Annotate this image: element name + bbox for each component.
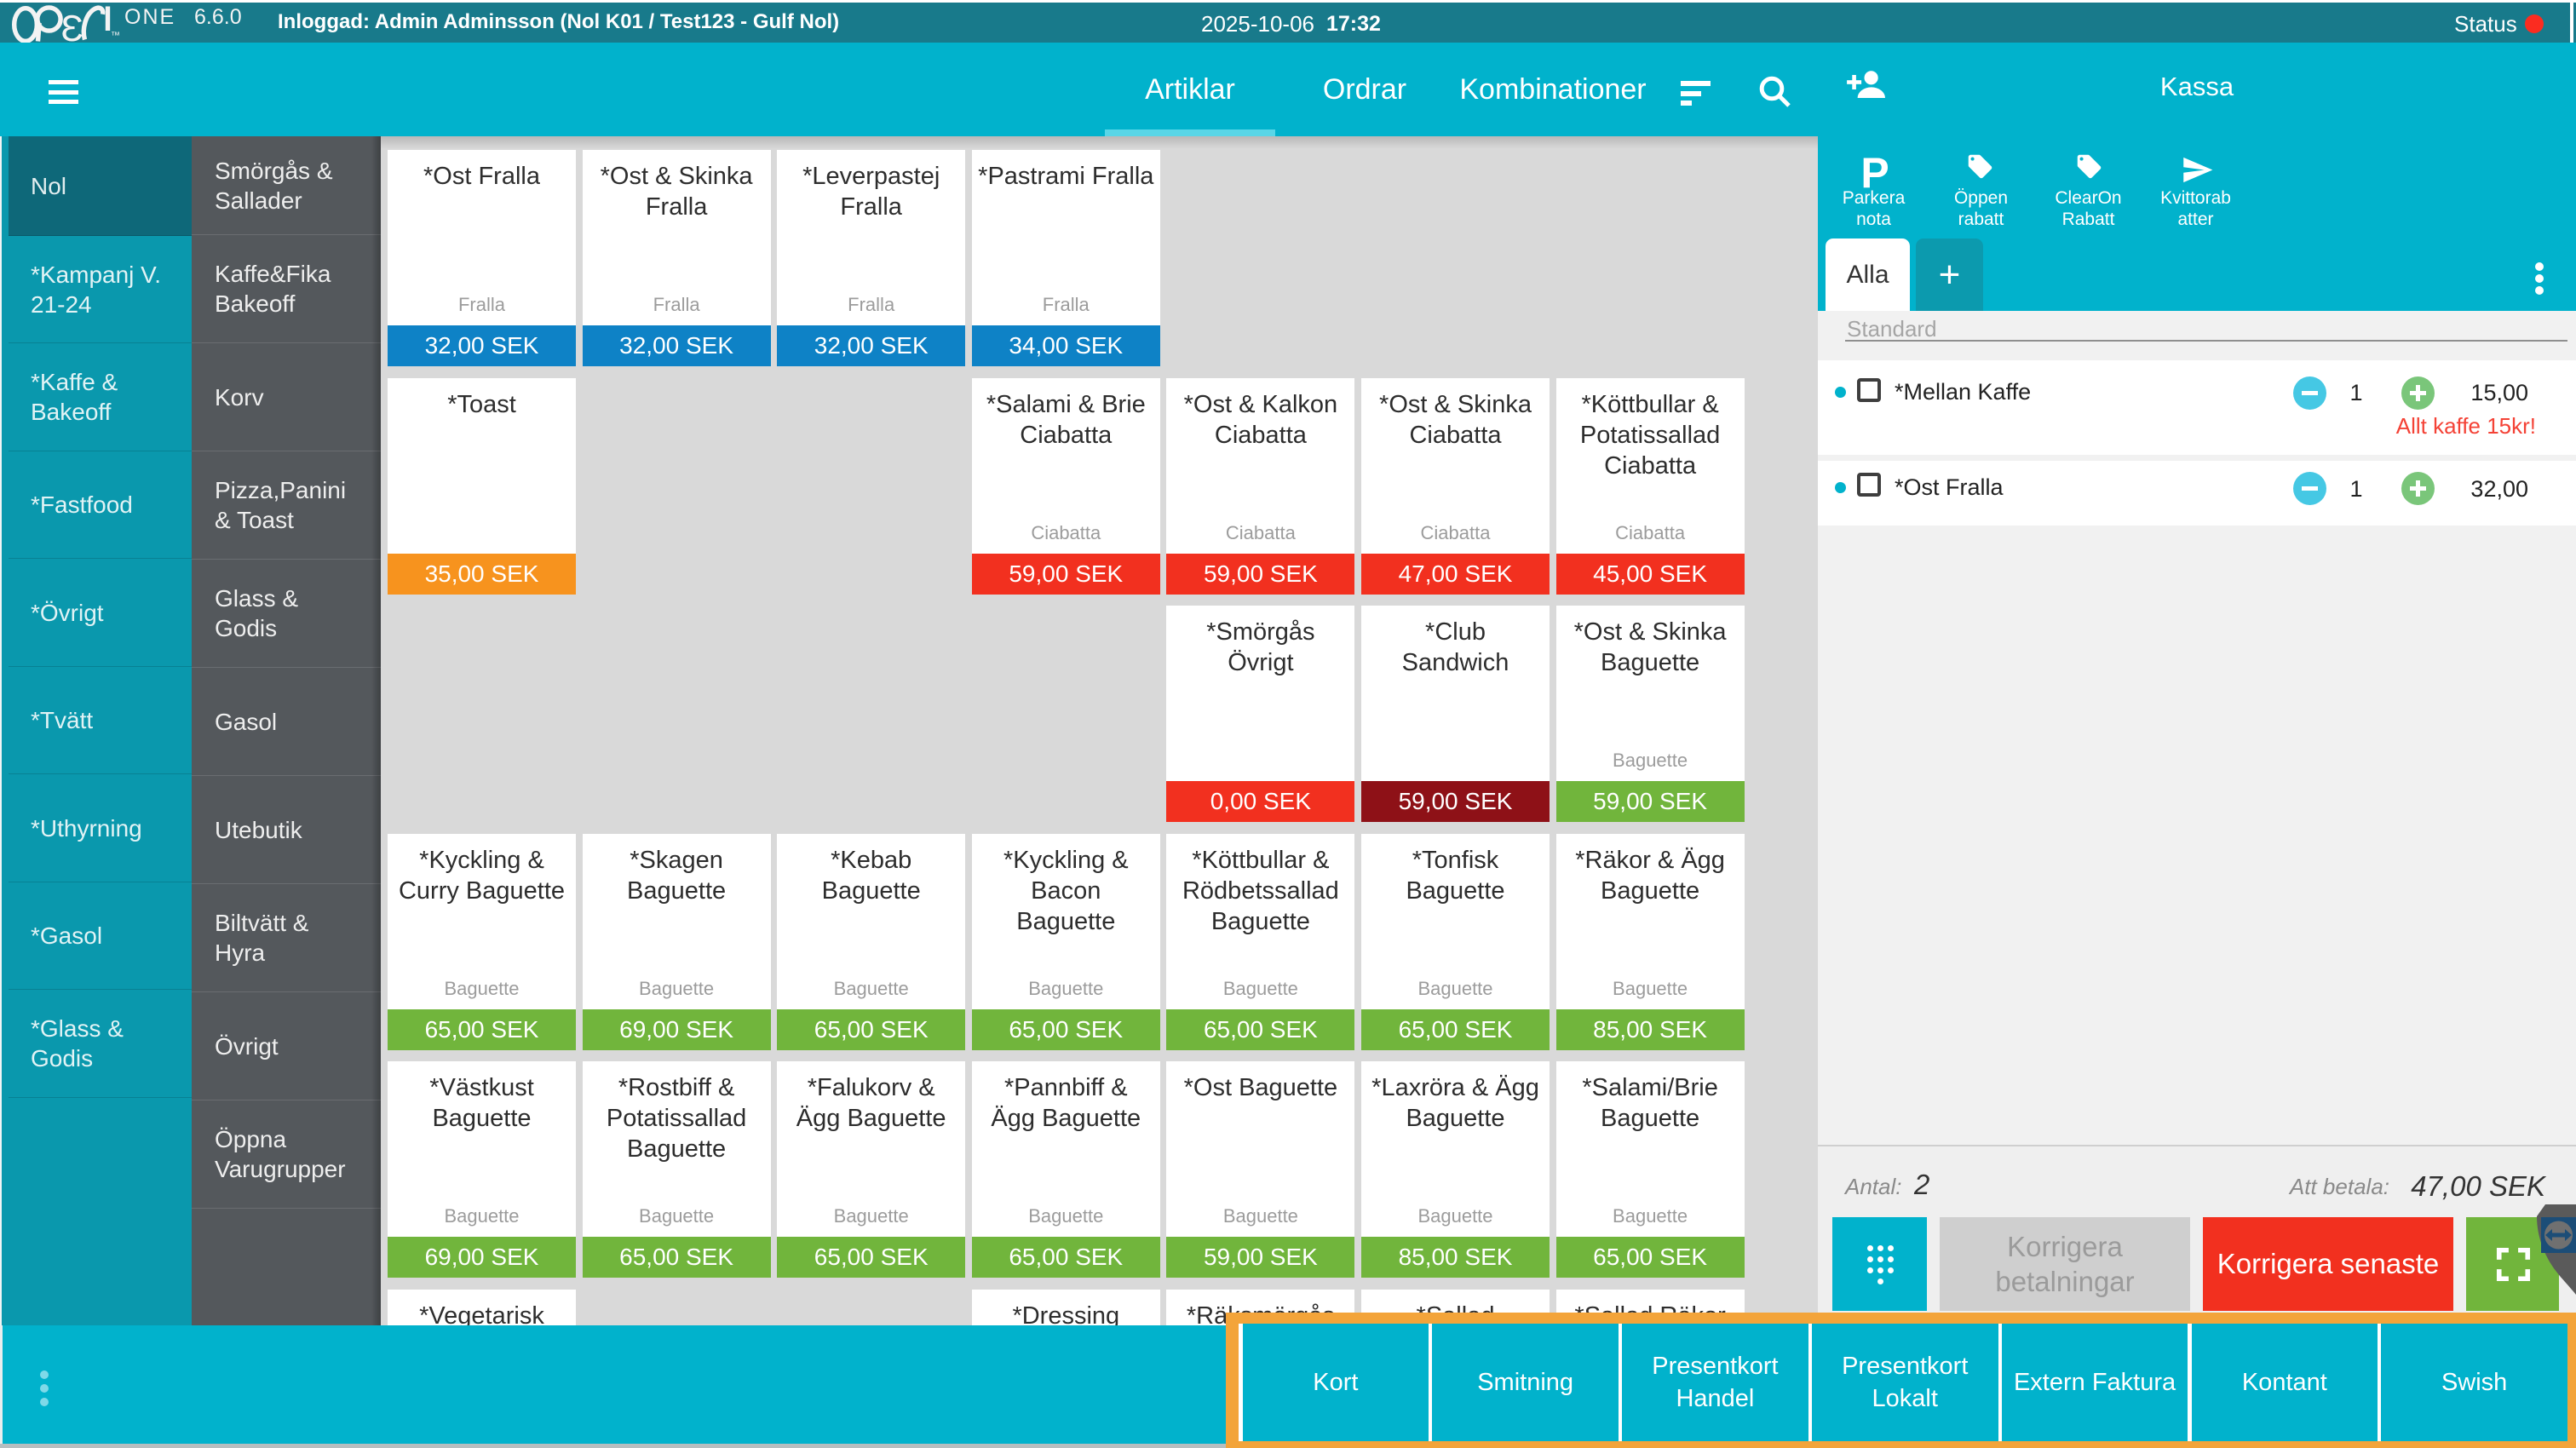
svg-text:™: ™: [111, 31, 120, 41]
svg-text:Ɛ: Ɛ: [61, 8, 84, 43]
